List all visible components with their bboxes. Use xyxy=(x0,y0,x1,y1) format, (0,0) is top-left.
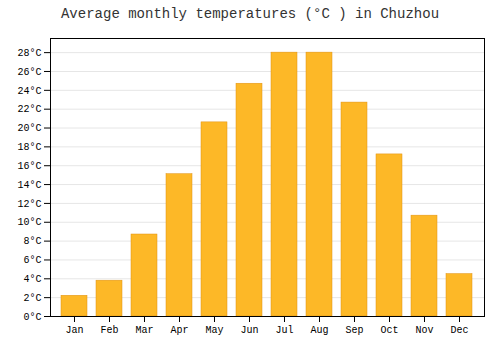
svg-text:Jan: Jan xyxy=(65,325,83,336)
svg-text:2°C: 2°C xyxy=(23,293,41,304)
svg-text:May: May xyxy=(205,325,223,336)
svg-text:28°C: 28°C xyxy=(17,48,41,59)
svg-text:6°C: 6°C xyxy=(23,255,41,266)
svg-text:Oct: Oct xyxy=(380,325,398,336)
svg-text:18°C: 18°C xyxy=(17,142,41,153)
html-text:Average monthly temperatures (: Average monthly temperatures (°C ) in Ch… xyxy=(61,6,439,22)
svg-text:Apr: Apr xyxy=(170,325,188,336)
svg-text:Jul: Jul xyxy=(275,325,293,336)
svg-text:Jun: Jun xyxy=(240,325,258,336)
svg-text:Aug: Aug xyxy=(310,325,328,336)
svg-text:12°C: 12°C xyxy=(17,199,41,210)
svg-text:Dec: Dec xyxy=(450,325,468,336)
svg-text:Mar: Mar xyxy=(135,325,153,336)
svg-text:Sep: Sep xyxy=(345,325,363,336)
svg-text:22°C: 22°C xyxy=(17,104,41,115)
svg-text:10°C: 10°C xyxy=(17,217,41,228)
svg-text:4°C: 4°C xyxy=(23,274,41,285)
svg-text:Feb: Feb xyxy=(100,325,118,336)
svg-text:24°C: 24°C xyxy=(17,86,41,97)
svg-text:0°C: 0°C xyxy=(23,312,41,323)
svg-text:8°C: 8°C xyxy=(23,236,41,247)
svg-text:Nov: Nov xyxy=(415,325,433,336)
svg-text:16°C: 16°C xyxy=(17,161,41,172)
svg-text:26°C: 26°C xyxy=(17,67,41,78)
svg-text:20°C: 20°C xyxy=(17,123,41,134)
svg-text:14°C: 14°C xyxy=(17,180,41,191)
